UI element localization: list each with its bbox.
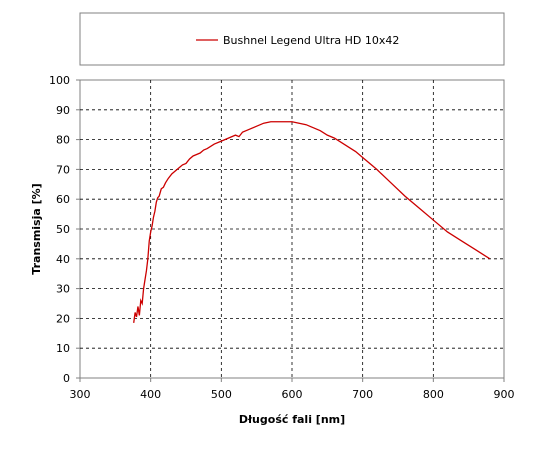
x-tick-label: 400 [140,388,161,401]
y-tick-label: 0 [63,372,70,385]
grid-lines [80,80,504,378]
legend-label: Bushnel Legend Ultra HD 10x42 [223,34,399,47]
x-tick-label: 300 [70,388,91,401]
y-tick-label: 30 [56,283,70,296]
y-tick-label: 20 [56,312,70,325]
y-tick-label: 10 [56,342,70,355]
y-axis-ticks: 0 10 20 30 40 50 60 70 80 90 100 [49,74,80,385]
y-tick-label: 60 [56,193,70,206]
legend: Bushnel Legend Ultra HD 10x42 [79,12,505,66]
x-tick-label: 900 [494,388,515,401]
x-axis-title: Długość fali [nm] [239,413,345,426]
y-tick-label: 50 [56,223,70,236]
y-tick-label: 70 [56,163,70,176]
y-tick-label: 80 [56,134,70,147]
x-axis-ticks: 300 400 500 600 700 800 900 [70,378,515,401]
series-line [133,121,491,323]
legend-box [79,12,505,66]
y-tick-label: 40 [56,253,70,266]
y-axis-title: Transmisja [%] [30,183,43,274]
x-tick-label: 600 [282,388,303,401]
x-tick-label: 500 [211,388,232,401]
y-tick-label: 100 [49,74,70,87]
x-tick-label: 800 [423,388,444,401]
x-tick-label: 700 [352,388,373,401]
y-tick-label: 90 [56,104,70,117]
